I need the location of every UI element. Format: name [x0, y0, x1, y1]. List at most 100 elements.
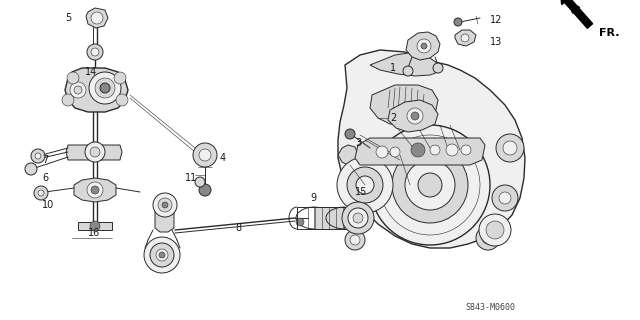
Circle shape: [25, 163, 37, 175]
Circle shape: [116, 94, 128, 106]
Circle shape: [31, 149, 45, 163]
Circle shape: [337, 157, 393, 213]
Circle shape: [150, 243, 174, 267]
Circle shape: [153, 193, 177, 217]
Circle shape: [407, 108, 423, 124]
Text: 6: 6: [42, 173, 48, 183]
Circle shape: [162, 202, 168, 208]
Text: 4: 4: [220, 153, 226, 163]
Circle shape: [503, 141, 517, 155]
Circle shape: [403, 66, 413, 76]
Circle shape: [114, 72, 126, 84]
Circle shape: [85, 142, 105, 162]
Circle shape: [479, 214, 511, 246]
Text: S843-M0600: S843-M0600: [465, 303, 515, 313]
Text: 15: 15: [355, 187, 367, 197]
Circle shape: [418, 173, 442, 197]
Circle shape: [159, 252, 165, 258]
Circle shape: [476, 226, 500, 250]
Circle shape: [67, 72, 79, 84]
Circle shape: [461, 34, 469, 42]
Circle shape: [87, 182, 103, 198]
Polygon shape: [74, 178, 116, 202]
Circle shape: [417, 39, 431, 53]
Circle shape: [34, 186, 48, 200]
Circle shape: [433, 63, 443, 73]
Text: 11: 11: [185, 173, 197, 183]
Circle shape: [411, 143, 425, 157]
Circle shape: [38, 190, 44, 196]
Polygon shape: [65, 68, 128, 112]
Circle shape: [95, 78, 115, 98]
Text: 1: 1: [390, 63, 396, 73]
Circle shape: [486, 221, 504, 239]
Circle shape: [345, 230, 365, 250]
Circle shape: [89, 72, 121, 104]
Text: 13: 13: [490, 37, 502, 47]
Polygon shape: [338, 50, 525, 248]
Circle shape: [454, 18, 462, 26]
Polygon shape: [455, 30, 476, 46]
Circle shape: [156, 249, 168, 261]
Circle shape: [90, 147, 100, 157]
Circle shape: [411, 112, 419, 120]
Bar: [314, 207, 344, 229]
Text: 12: 12: [490, 15, 502, 25]
Circle shape: [195, 177, 205, 187]
Circle shape: [347, 167, 383, 203]
Circle shape: [376, 146, 388, 158]
Polygon shape: [406, 32, 440, 60]
Circle shape: [356, 176, 374, 194]
Circle shape: [482, 232, 494, 244]
Circle shape: [35, 153, 41, 159]
Circle shape: [74, 86, 82, 94]
Text: FR.: FR.: [599, 28, 620, 38]
Polygon shape: [370, 85, 438, 125]
Text: 9: 9: [310, 193, 316, 203]
Text: 16: 16: [88, 228, 100, 238]
Circle shape: [91, 48, 99, 56]
Polygon shape: [78, 222, 112, 230]
Text: 14: 14: [85, 67, 97, 77]
Polygon shape: [86, 8, 108, 28]
Circle shape: [62, 94, 74, 106]
Circle shape: [499, 192, 511, 204]
Circle shape: [461, 145, 471, 155]
Polygon shape: [340, 186, 363, 205]
Circle shape: [296, 218, 304, 226]
Circle shape: [392, 147, 468, 223]
Circle shape: [496, 134, 524, 162]
Circle shape: [446, 144, 458, 156]
Circle shape: [492, 185, 518, 211]
Circle shape: [350, 235, 360, 245]
Circle shape: [353, 213, 363, 223]
Text: 3: 3: [355, 138, 361, 148]
Text: 10: 10: [42, 200, 54, 210]
Circle shape: [87, 44, 103, 60]
Circle shape: [70, 82, 86, 98]
Polygon shape: [338, 145, 358, 165]
Polygon shape: [66, 145, 122, 160]
Circle shape: [199, 184, 211, 196]
Circle shape: [342, 202, 374, 234]
Circle shape: [199, 149, 211, 161]
Circle shape: [144, 237, 180, 273]
Text: 5: 5: [65, 13, 71, 23]
Circle shape: [91, 186, 99, 194]
Circle shape: [421, 43, 427, 49]
Circle shape: [91, 12, 103, 24]
Circle shape: [405, 160, 455, 210]
Circle shape: [390, 147, 400, 157]
Text: 8: 8: [235, 223, 241, 233]
Circle shape: [345, 129, 355, 139]
Circle shape: [370, 125, 490, 245]
Circle shape: [158, 198, 172, 212]
Polygon shape: [155, 210, 174, 232]
Polygon shape: [388, 100, 438, 132]
Polygon shape: [370, 52, 440, 76]
FancyArrow shape: [561, 0, 593, 28]
Text: 7: 7: [42, 155, 48, 165]
Circle shape: [348, 208, 368, 228]
Polygon shape: [355, 138, 485, 165]
Circle shape: [193, 143, 217, 167]
